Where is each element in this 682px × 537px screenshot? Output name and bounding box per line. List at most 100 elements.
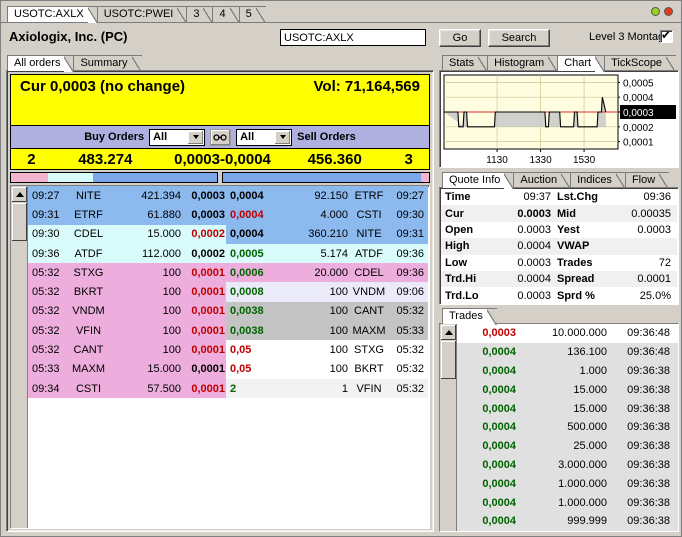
ask-size: 456.360 (307, 150, 362, 168)
trade-price: 0,0004 (482, 402, 516, 415)
symbol-input[interactable]: USOTC:AXLX (280, 29, 426, 46)
quote-label-right: Sprd % (557, 289, 595, 302)
table-row[interactable]: 09:27 NITE 421.394 0,0003 0,0004 92.150 ETRF 09… (28, 186, 429, 206)
bid-size: 15.000 (147, 228, 181, 241)
price-chart-panel[interactable]: 0,0005 0,0004 0,0003 0,0002 0,0001 1130 1330 15… (439, 70, 679, 168)
search-button[interactable]: Search (488, 29, 550, 47)
quote-info-row: Cur 0.0003 Mid 0.00035 (441, 205, 677, 222)
ask-mm: VFIN (356, 382, 382, 395)
link-icon[interactable] (210, 128, 232, 146)
tab-usotc-pwei[interactable]: USOTC:PWEI (96, 6, 187, 23)
scroll-up-arrow-icon[interactable] (12, 187, 27, 202)
bid-side-cells: 05:33 MAXM 15.000 0,0001 (28, 359, 226, 379)
ask-mm: ETRF (354, 189, 384, 202)
table-row[interactable]: 0,0004 500.000 09:36:38 (457, 417, 678, 437)
close-button[interactable] (664, 7, 673, 16)
sell-filter-select[interactable]: All (236, 128, 293, 146)
ask-size: 100 (329, 363, 348, 376)
chevron-down-icon[interactable] (275, 130, 291, 144)
symbol-tabstrip: USOTC:AXLX USOTC:PWEI 3 4 5 (7, 5, 266, 23)
table-row[interactable]: 0,0004 1.000 09:36:38 (457, 361, 678, 381)
scroll-up-arrow-icon[interactable] (441, 325, 456, 340)
quote-value-left: 0.0004 (517, 273, 551, 286)
tab-auction[interactable]: Auction (513, 172, 571, 189)
quote-info-row: Trd.Lo 0.0003 Sprd % 25.0% (441, 287, 677, 303)
table-row[interactable]: 0,0004 15.000 09:36:38 (457, 399, 678, 418)
ask-size: 4.000 (320, 208, 348, 221)
window-controls (651, 7, 673, 16)
quote-label-left: Open (445, 223, 474, 236)
table-row[interactable]: 0,0004 136.100 09:36:48 (457, 342, 678, 362)
table-row[interactable]: 05:32 VFIN 100 0,0001 0,0038 100 MAXM 05:33 (28, 321, 429, 341)
tab-flow[interactable]: Flow (624, 172, 670, 189)
chevron-down-icon[interactable] (188, 130, 204, 144)
level3-montage-checkbox[interactable] (660, 28, 673, 43)
table-row[interactable]: 05:32 VNDM 100 0,0001 0,0038 100 CANT 05:32 (28, 301, 429, 322)
order-book-scrollbar[interactable] (11, 186, 28, 528)
quote-label-right: Spread (557, 273, 595, 286)
trade-time: 09:36:48 (627, 327, 670, 340)
bid-price: 0,0001 (191, 363, 225, 376)
table-row[interactable]: 09:36 ATDF 112.000 0,0002 0,0005 5.174 ATDF 09:… (28, 243, 429, 264)
tab-stats[interactable]: Stats (442, 55, 489, 72)
trades-tabstrip: Trades (442, 307, 680, 325)
tab-indices[interactable]: Indices (570, 172, 626, 189)
tab-histogram[interactable]: Histogram (487, 55, 559, 72)
quote-label-right: Mid (557, 207, 576, 220)
chart-current-price-marker (620, 105, 676, 119)
bid-price: 0,0001 (191, 382, 225, 395)
ask-time: 05:32 (396, 363, 424, 376)
tab-4[interactable]: 4 (212, 6, 240, 23)
tab-summary[interactable]: Summary (73, 55, 142, 72)
tab-3[interactable]: 3 (186, 6, 214, 23)
minimize-button[interactable] (651, 7, 660, 16)
table-row[interactable]: 0,0004 15.000 09:36:38 (457, 380, 678, 400)
table-row[interactable]: 05:33 MAXM 15.000 0,0001 0,05 100 BKRT 05:32 (28, 359, 429, 379)
bid-side-cells: 05:32 STXG 100 0,0001 (28, 263, 226, 283)
table-row[interactable]: 09:30 CDEL 15.000 0,0002 0,0004 360.210 NITE 09… (28, 224, 429, 244)
tab-quote-info[interactable]: Quote Info (442, 172, 515, 189)
tab-trades[interactable]: Trades (442, 308, 497, 325)
ask-size: 100 (329, 324, 348, 337)
buy-orders-label: Buy Orders (84, 131, 145, 143)
trades-scrollbar[interactable] (440, 324, 457, 531)
table-row[interactable]: 09:34 CSTI 57.500 0,0001 2 1 VFIN 05:32 (28, 378, 429, 399)
table-row[interactable]: 09:31 ETRF 61.880 0,0003 0,0004 4.000 CSTI 09:3… (28, 205, 429, 225)
depth-bars (10, 172, 430, 183)
quote-label-left: Trd.Hi (445, 273, 477, 286)
bid-side-cells: 05:32 CANT 100 0,0001 (28, 340, 226, 360)
ask-depth-bar (222, 172, 430, 183)
trade-price: 0,0004 (482, 346, 516, 359)
table-row[interactable]: 0,0004 999.999 09:36:38 (457, 511, 678, 531)
bid-size: 61.880 (147, 208, 181, 221)
table-row[interactable]: 0,0003 10.000.000 09:36:48 (457, 324, 678, 343)
table-row[interactable]: 0,0004 1.000.000 09:36:38 (457, 493, 678, 512)
trade-price: 0,0004 (482, 421, 516, 434)
bid-mm: STXG (73, 266, 104, 279)
tab-usotc-axlx[interactable]: USOTC:AXLX (7, 6, 98, 23)
go-button[interactable]: Go (439, 29, 481, 47)
bid-side-cells: 09:34 CSTI 57.500 0,0001 (28, 378, 226, 399)
table-row[interactable]: 0,0004 1.000.000 09:36:38 (457, 474, 678, 494)
tab-chart[interactable]: Chart (557, 55, 605, 72)
scroll-thumb[interactable] (441, 341, 456, 379)
table-row[interactable]: 05:32 STXG 100 0,0001 0,0006 20.000 CDEL 09:36 (28, 263, 429, 283)
table-row[interactable]: 05:32 BKRT 100 0,0001 0,0008 100 VNDM 09:06 (28, 282, 429, 302)
table-row[interactable]: 0,0004 3.000.000 09:36:38 (457, 455, 678, 475)
buy-filter-select[interactable]: All (149, 128, 206, 146)
quote-value-left: 0.0003 (517, 289, 551, 302)
bid-count: 2 (27, 150, 36, 168)
tab-tickscope[interactable]: TickScope (604, 55, 677, 72)
bid-price: 0,0003 (174, 150, 220, 168)
table-row[interactable]: 05:32 CANT 100 0,0001 0,05 100 STXG 05:32 (28, 340, 429, 360)
tab-all-orders[interactable]: All orders (7, 55, 76, 72)
bid-size: 57.500 (147, 382, 181, 395)
table-row[interactable]: 0,0004 25.000 09:36:38 (457, 436, 678, 456)
tab-5[interactable]: 5 (238, 6, 266, 23)
order-book: 09:27 NITE 421.394 0,0003 0,0004 92.150 ETRF 09… (10, 185, 430, 529)
bid-side-cells: 09:36 ATDF 112.000 0,0002 (28, 243, 226, 264)
ask-mm: ATDF (355, 247, 383, 260)
scroll-thumb[interactable] (12, 203, 27, 241)
trades-panel: 0,0003 10.000.000 09:36:48 0,0004 136.100 09:… (439, 323, 679, 532)
quote-label-left: Time (445, 191, 471, 204)
